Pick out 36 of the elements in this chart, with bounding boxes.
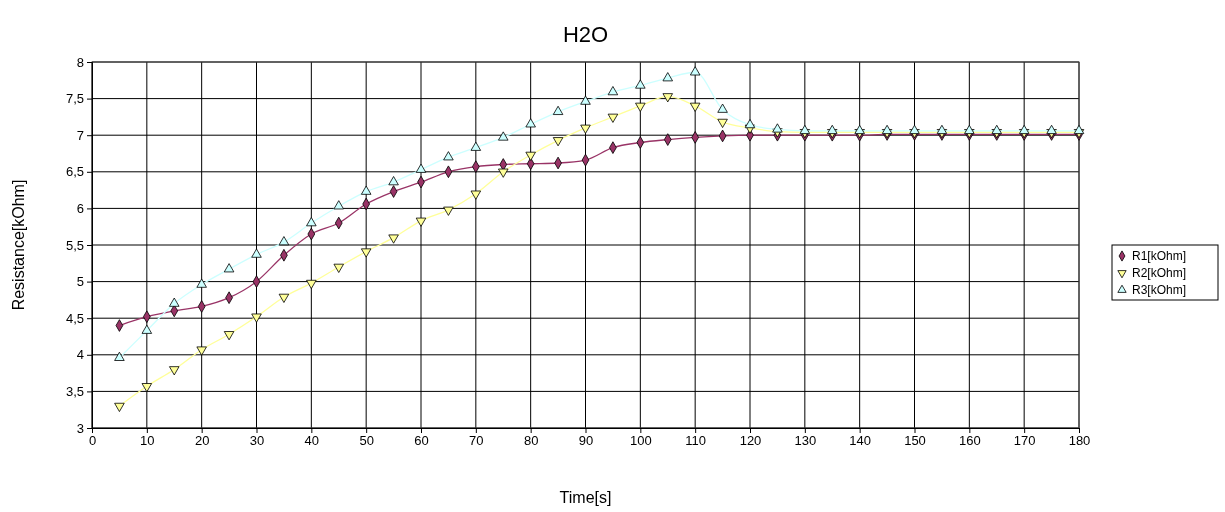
y-tick-label: 7,5 bbox=[65, 91, 84, 107]
x-tick-label: 50 bbox=[359, 433, 374, 449]
x-tick-label: 130 bbox=[794, 433, 817, 449]
y-tick-label: 8 bbox=[76, 54, 84, 70]
x-tick-label: 80 bbox=[523, 433, 539, 449]
x-tick-label: 20 bbox=[194, 433, 210, 449]
x-tick-label: 60 bbox=[414, 433, 429, 449]
x-tick-label: 170 bbox=[1013, 433, 1036, 449]
x-tick-label: 90 bbox=[578, 433, 594, 449]
x-tick-label: 110 bbox=[685, 433, 707, 449]
y-axis-title: Resistance[kOhm] bbox=[10, 179, 27, 311]
y-tick-label: 6 bbox=[76, 201, 84, 217]
y-tick-label: 6,5 bbox=[65, 164, 84, 180]
y-tick-label: 4,5 bbox=[65, 310, 84, 326]
x-axis-title: Time[s] bbox=[559, 489, 612, 506]
x-tick-label: 120 bbox=[739, 433, 762, 449]
x-tick-label: 70 bbox=[469, 433, 484, 449]
x-tick-label: 160 bbox=[958, 433, 981, 449]
legend-label: R3[kOhm] bbox=[1132, 283, 1187, 297]
chart-title: H2O bbox=[562, 22, 609, 47]
x-tick-label: 10 bbox=[140, 433, 155, 449]
y-tick-label: 5,5 bbox=[65, 237, 84, 253]
x-tick-label: 0 bbox=[88, 433, 97, 449]
y-tick-label: 3,5 bbox=[65, 384, 84, 400]
legend-label: R2[kOhm] bbox=[1132, 266, 1187, 280]
x-tick-label: 40 bbox=[304, 433, 320, 449]
y-tick-label: 5 bbox=[76, 274, 84, 290]
x-tick-label: 150 bbox=[904, 433, 926, 449]
x-tick-label: 140 bbox=[849, 433, 872, 449]
y-tick-label: 7 bbox=[76, 127, 84, 143]
legend-label: R1[kOhm] bbox=[1132, 249, 1187, 263]
y-tick-label: 4 bbox=[76, 347, 84, 363]
x-tick-label: 30 bbox=[249, 433, 265, 449]
y-tick-label: 3 bbox=[76, 420, 84, 436]
x-tick-label: 100 bbox=[629, 433, 652, 449]
x-tick-label: 180 bbox=[1068, 433, 1091, 449]
